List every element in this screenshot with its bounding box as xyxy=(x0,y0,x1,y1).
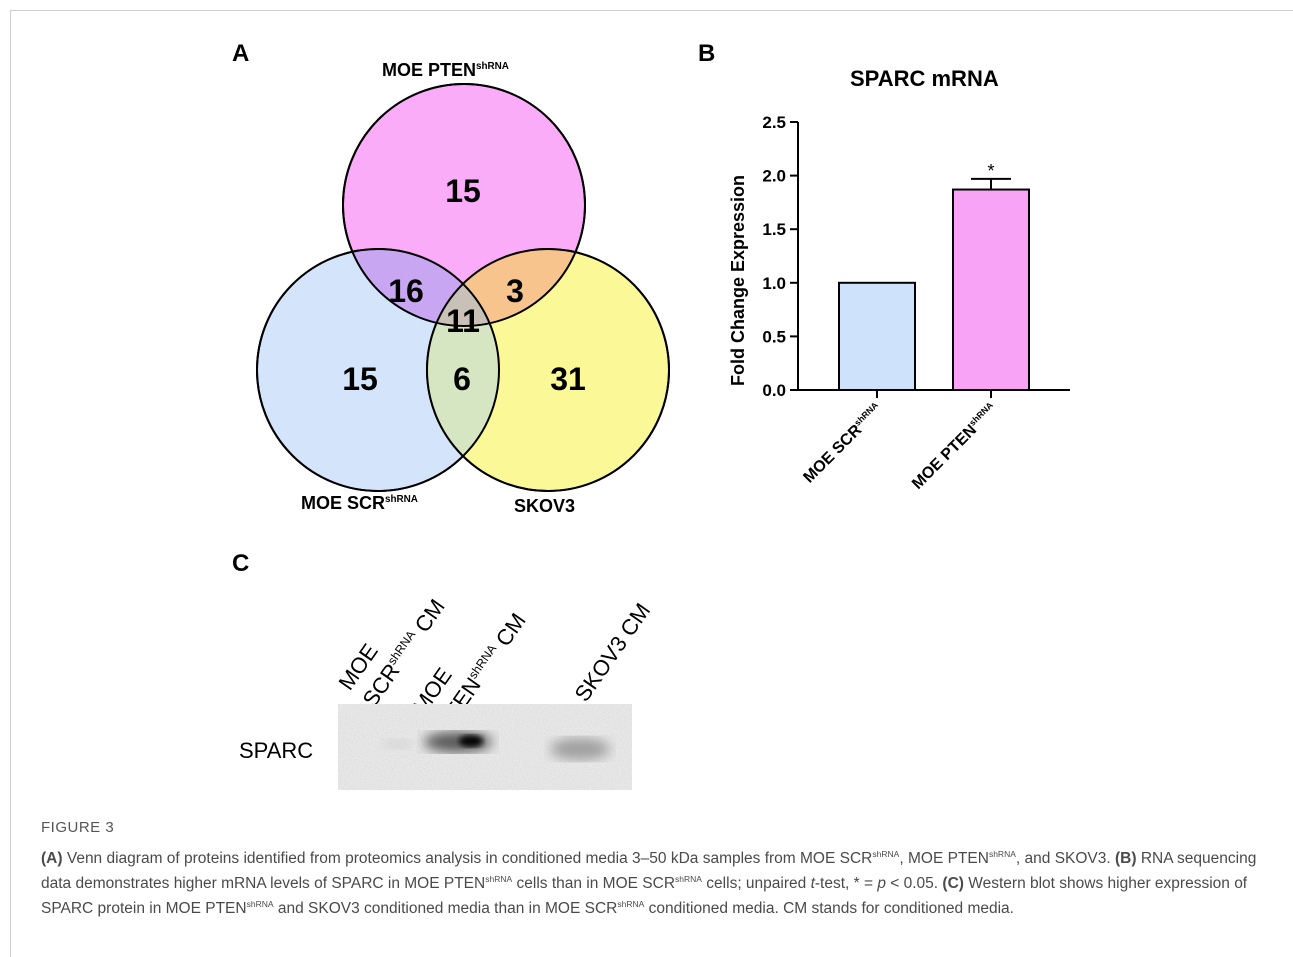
y-tick-label: 1.0 xyxy=(762,274,786,293)
figure-label: FIGURE 3 xyxy=(41,819,115,836)
band-skov3 xyxy=(550,738,610,760)
venn-diagram: 15 16 3 11 15 6 31 xyxy=(256,83,670,492)
bar-0 xyxy=(838,281,916,391)
figure-frame xyxy=(10,10,1293,957)
figure-caption: FIGURE 3 (A) Venn diagram of proteins id… xyxy=(41,818,1271,919)
y-tick-label: 0.5 xyxy=(762,327,786,346)
panel-c-letter: C xyxy=(232,550,250,577)
y-tick-label: 0.0 xyxy=(762,381,786,400)
venn-label-scr: MOE SCRshRNA xyxy=(301,493,418,513)
band-scr xyxy=(382,739,414,749)
venn-count-all-three: 11 xyxy=(446,303,480,339)
venn-label-pten: MOE PTENshRNA xyxy=(382,60,509,80)
overlap-pten-skov3 xyxy=(427,249,585,326)
chart-title: SPARC mRNA xyxy=(850,66,999,91)
venn-count-pten-scr: 16 xyxy=(388,273,424,309)
panel-a-letter: A xyxy=(232,40,250,67)
bar-chart: 0.0 0.5 1.0 1.5 2.0 2.5 * xyxy=(762,113,1070,400)
venn-count-skov3-only: 31 xyxy=(550,361,586,397)
venn-count-pten-skov3: 3 xyxy=(506,273,524,309)
venn-label-skov3: SKOV3 xyxy=(514,496,576,516)
venn-count-pten-only: 15 xyxy=(445,173,481,209)
overlap-pten-scr xyxy=(343,249,499,326)
venn-numbers: 15 16 3 11 15 6 31 xyxy=(342,173,586,397)
venn-count-scr-skov3: 6 xyxy=(453,361,471,397)
western-blot-image xyxy=(338,704,632,790)
panel-b-letter: B xyxy=(698,40,716,67)
bar-1 xyxy=(952,188,1030,392)
blot-row-label: SPARC xyxy=(239,738,314,763)
y-tick-label: 2.0 xyxy=(762,167,786,186)
y-tick-label: 1.5 xyxy=(762,220,786,239)
venn-circles xyxy=(256,83,670,492)
venn-count-scr-only: 15 xyxy=(342,361,378,397)
y-tick-label: 2.5 xyxy=(762,113,786,132)
significance-star: * xyxy=(987,161,994,181)
